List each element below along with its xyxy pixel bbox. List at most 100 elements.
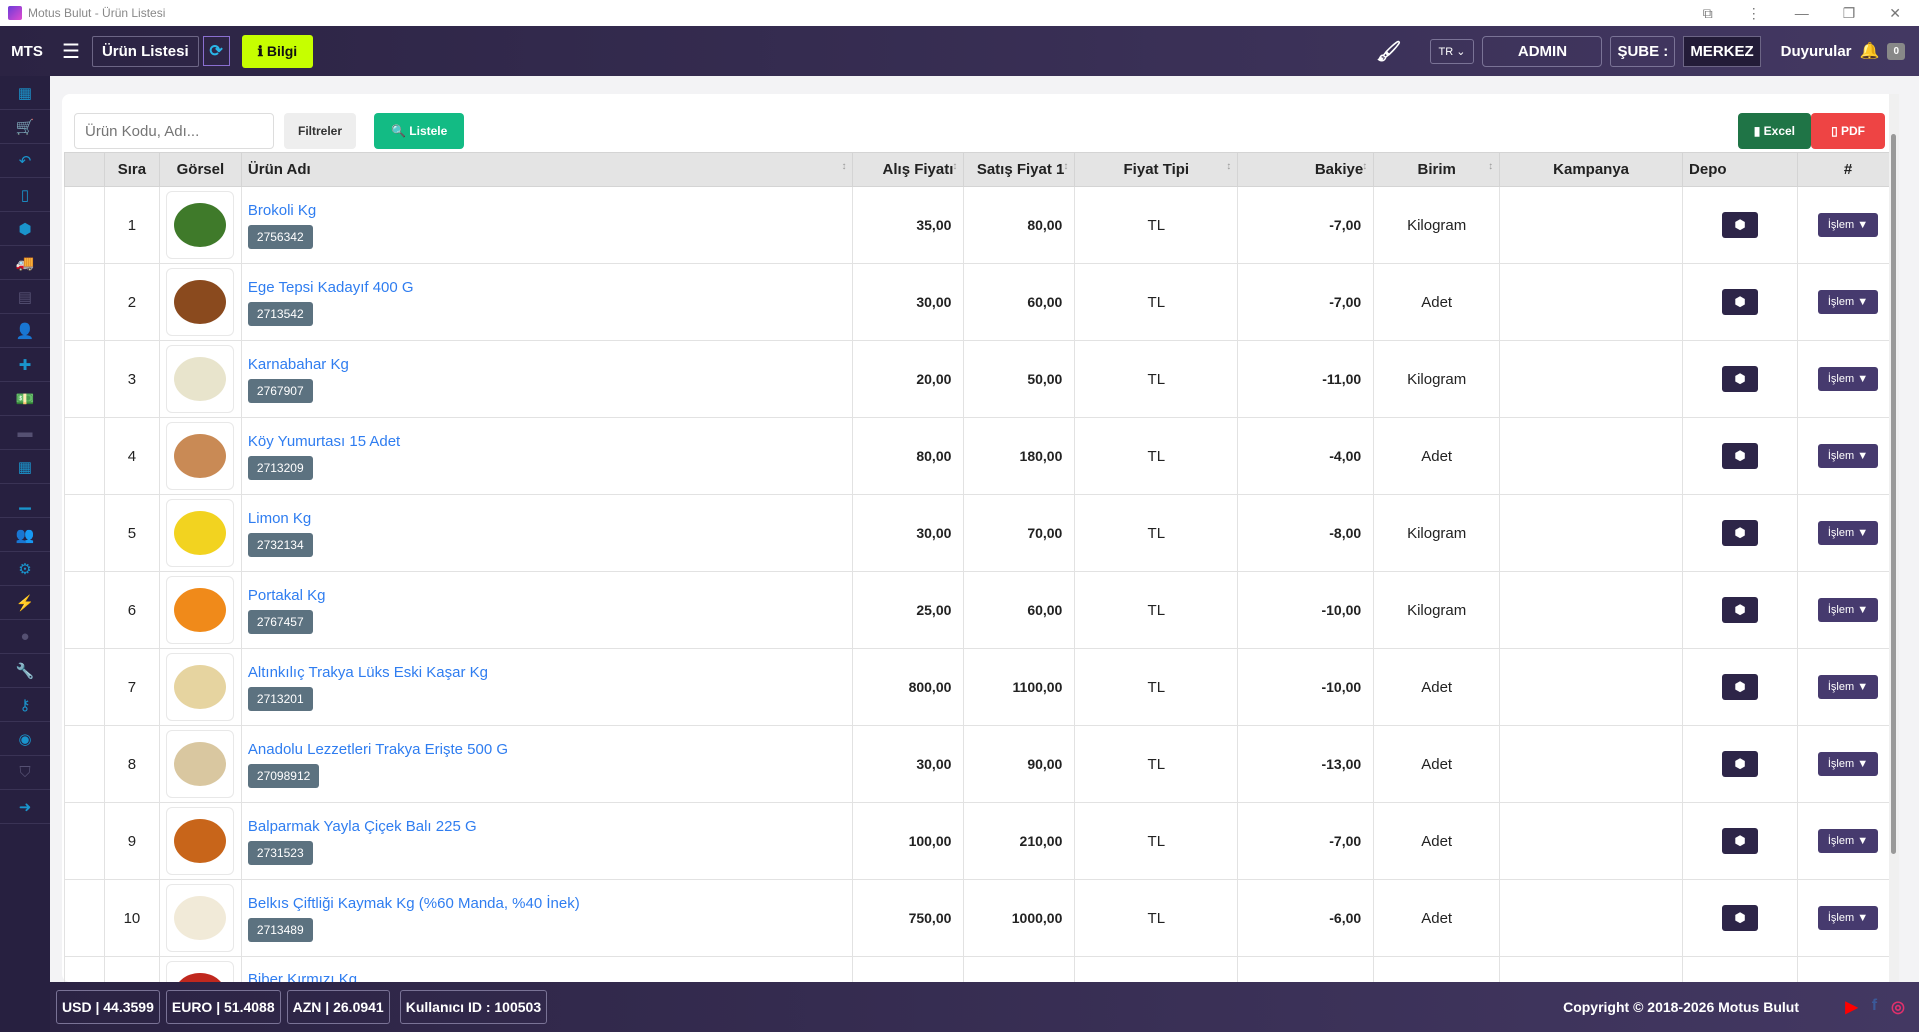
truck-icon[interactable]: 🚚 [0,246,50,280]
warehouse-button[interactable]: ⬢ [1722,597,1758,623]
action-dropdown-button[interactable]: İşlem ▼ [1817,675,1879,699]
product-name-link[interactable]: Ege Tepsi Kadayıf 400 G [247,278,414,296]
table-row[interactable]: 8 Anadolu Lezzetleri Trakya Erişte 500 G… [64,725,1900,803]
warehouse-button[interactable]: ⬢ [1722,212,1758,238]
product-image[interactable] [166,730,235,798]
cubes-icon[interactable]: ⬢ [0,212,50,246]
extensions-icon[interactable]: ⧉ [1702,4,1713,21]
wrench-icon[interactable]: 🔧 [0,654,50,688]
table-row[interactable]: 9 Balparmak Yayla Çiçek Balı 225 G 273152… [64,802,1900,880]
product-name-link[interactable]: Portakal Kg [247,586,326,604]
product-image[interactable] [166,884,235,952]
row-select[interactable] [64,648,105,726]
briefcase-icon[interactable]: ▬ [0,416,50,450]
eye-icon[interactable]: ◉ [0,722,50,756]
column-header[interactable]: Fiyat Tipi ↕ [1074,152,1239,187]
warehouse-button[interactable]: ⬢ [1722,366,1758,392]
row-select[interactable] [64,571,105,649]
action-dropdown-button[interactable]: İşlem ▼ [1817,752,1879,776]
product-image[interactable] [166,422,235,490]
dashboard-icon[interactable]: ▦ [0,76,50,110]
product-image[interactable] [166,807,235,875]
table-row[interactable]: Biber Kırmızı Kg [64,956,1900,982]
table-scrollbar[interactable] [1889,94,1899,982]
close-button[interactable]: ✕ [1889,4,1901,21]
list-button[interactable]: 🔍 Listele [374,113,465,149]
theme-brush-icon[interactable]: 🖌 [1376,40,1402,63]
table-row[interactable]: 3 Karnabahar Kg 2767907 20,00 50,00 TL -1… [64,340,1900,418]
menu-toggle-icon[interactable]: ☰ [62,40,80,63]
sort-icon[interactable]: ↕ [841,161,847,172]
language-select[interactable]: TR ⌄ [1429,38,1475,64]
product-name-link[interactable]: Karnabahar Kg [247,355,349,373]
action-dropdown-button[interactable]: İşlem ▼ [1817,213,1879,237]
cart-icon[interactable]: 🛒 [0,110,50,144]
row-select[interactable] [64,725,105,803]
instagram-icon[interactable]: ◎ [1891,999,1905,1016]
money-icon[interactable]: 💵 [0,382,50,416]
column-header[interactable]: Alış Fiyatı ↕ [852,152,965,187]
excel-button[interactable]: ▮ Excel [1737,113,1811,149]
sort-icon[interactable]: ↕ [1226,161,1232,172]
search-input[interactable] [74,113,274,149]
code-file-icon[interactable]: ▤ [0,280,50,314]
product-image[interactable] [166,191,235,259]
youtube-icon[interactable]: ▶ [1845,999,1858,1016]
table-row[interactable]: 1 Brokoli Kg 2756342 35,00 80,00 TL -7,00… [64,186,1900,264]
product-name-link[interactable]: Brokoli Kg [247,201,317,219]
product-name-link[interactable]: Limon Kg [247,509,312,527]
globe-icon[interactable]: ● [0,620,50,654]
product-name-link[interactable]: Balparmak Yayla Çiçek Balı 225 G [247,817,477,835]
product-name-link[interactable]: Köy Yumurtası 15 Adet [247,432,401,450]
info-button[interactable]: ℹ Bilgi [241,34,314,68]
branch-button[interactable]: MERKEZ [1683,35,1761,67]
row-select[interactable] [64,802,105,880]
product-image[interactable] [166,961,235,982]
users-icon[interactable]: 👥 [0,518,50,552]
action-dropdown-button[interactable]: İşlem ▼ [1817,367,1879,391]
action-dropdown-button[interactable]: İşlem ▼ [1817,521,1879,545]
shield-icon[interactable]: ⛉ [0,756,50,790]
table-row[interactable]: 2 Ege Tepsi Kadayıf 400 G 2713542 30,00 6… [64,263,1900,341]
column-header[interactable]: Ürün Adı ↕ [240,152,854,187]
row-select[interactable] [64,417,105,495]
row-select[interactable] [64,494,105,572]
puzzle-icon[interactable]: ✚ [0,348,50,382]
table-row[interactable]: 4 Köy Yumurtası 15 Adet 2713209 80,00 180… [64,417,1900,495]
more-icon[interactable]: ⋮ [1746,4,1761,21]
filters-button[interactable]: Filtreler [284,113,357,149]
action-dropdown-button[interactable]: İşlem ▼ [1817,598,1879,622]
logout-icon[interactable]: ➜ [0,790,50,824]
return-icon[interactable]: ↶ [0,144,50,178]
action-dropdown-button[interactable]: İşlem ▼ [1817,829,1879,853]
product-image[interactable] [166,268,235,336]
product-name-link[interactable]: Anadolu Lezzetleri Trakya Erişte 500 G [247,740,509,758]
sort-icon[interactable]: ↕ [1362,161,1368,172]
warehouse-button[interactable]: ⬢ [1722,905,1758,931]
plug-icon[interactable]: ⚡ [0,586,50,620]
warehouse-button[interactable]: ⬢ [1722,443,1758,469]
table-row[interactable]: 10 Belkıs Çiftliği Kaymak Kg (%60 Manda,… [64,879,1900,957]
product-image[interactable] [166,499,235,567]
pdf-button[interactable]: ▯ PDF [1811,113,1885,149]
sort-icon[interactable]: ↕ [952,161,958,172]
action-dropdown-button[interactable]: İşlem ▼ [1817,906,1879,930]
action-dropdown-button[interactable]: İşlem ▼ [1817,290,1879,314]
product-image[interactable] [166,345,235,413]
announcements-button[interactable]: Duyurular [1780,42,1852,60]
cogs-icon[interactable]: ⚙ [0,552,50,586]
minimize-button[interactable]: — [1794,5,1809,21]
column-header[interactable]: Satış Fiyat 1 ↕ [963,152,1076,187]
warehouse-button[interactable]: ⬢ [1722,674,1758,700]
row-select[interactable] [64,879,105,957]
warehouse-button[interactable]: ⬢ [1722,520,1758,546]
product-image[interactable] [166,576,235,644]
table-row[interactable]: 5 Limon Kg 2732134 30,00 70,00 TL -8,00 K… [64,494,1900,572]
column-header[interactable]: Birim ↕ [1373,152,1501,187]
bell-icon[interactable]: 🔔 [1859,43,1880,60]
row-select[interactable] [64,263,105,341]
product-name-link[interactable]: Belkıs Çiftliği Kaymak Kg (%60 Manda, %4… [247,894,580,912]
product-image[interactable] [166,653,235,721]
sort-icon[interactable]: ↕ [1488,161,1494,172]
calculator-icon[interactable]: ▦ [0,450,50,484]
